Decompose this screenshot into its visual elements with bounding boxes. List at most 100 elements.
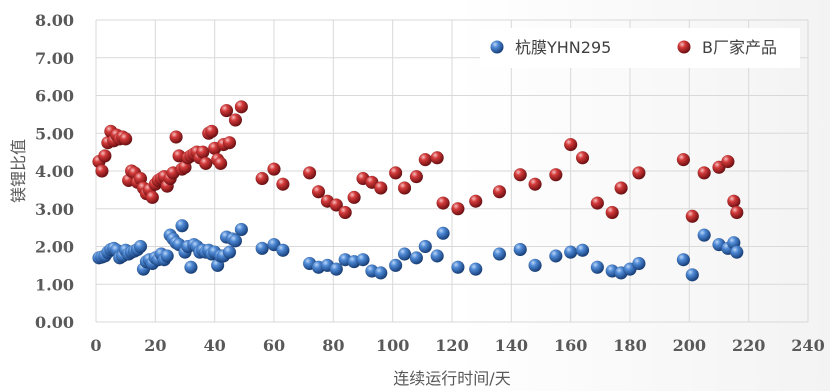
data-point-series-0 [676, 252, 691, 267]
legend-box [480, 28, 800, 68]
legend-label-series-0: 杭膜YHN295 [515, 38, 611, 57]
legend-label-series-1: B厂家产品 [702, 38, 777, 57]
data-point-series-0 [374, 266, 388, 280]
y-tick-label: 3.00 [35, 200, 74, 219]
data-point-series-1 [267, 162, 281, 176]
x-tick-label: 240 [791, 336, 824, 355]
data-point-series-0 [697, 228, 711, 242]
x-tick-label: 40 [204, 336, 226, 355]
y-tick-label: 0.00 [35, 313, 74, 332]
data-point-series-1 [397, 181, 412, 195]
data-point-series-0 [685, 268, 700, 282]
data-point-series-0 [528, 258, 542, 273]
data-point-series-1 [199, 156, 213, 171]
data-point-series-0 [397, 247, 412, 261]
data-point-series-1 [632, 166, 646, 180]
data-point-series-1 [255, 171, 269, 186]
data-point-series-0 [175, 218, 189, 233]
data-point-series-0 [590, 260, 605, 275]
y-tick-label: 4.00 [35, 162, 74, 181]
data-point-series-1 [528, 177, 542, 191]
data-point-series-0 [513, 242, 527, 257]
data-point-series-0 [730, 245, 744, 259]
data-point-series-0 [563, 245, 578, 259]
data-point-series-0 [575, 243, 590, 258]
data-point-series-1 [213, 156, 228, 171]
x-tick-label: 200 [673, 336, 706, 355]
data-point-series-1 [222, 135, 237, 150]
data-point-series-1 [329, 198, 344, 212]
data-point-series-1 [196, 145, 210, 159]
axes: 0.00 1.00 2.00 3.00 4.00 5.00 6.00 7.00 8.00 0 20 4… [9, 11, 825, 388]
data-point-series-1 [145, 190, 160, 205]
data-point-series-0 [492, 247, 507, 261]
data-point-series-0 [228, 234, 243, 248]
x-tick-label: 60 [263, 336, 285, 355]
x-axis-title: 连续运行时间/天 [393, 369, 510, 388]
data-point-series-1 [436, 196, 450, 210]
data-point-series-0 [430, 249, 444, 263]
x-tick-label: 220 [732, 336, 765, 355]
data-point-series-0 [549, 249, 563, 263]
data-point-series-1 [276, 177, 290, 191]
y-tick-label: 6.00 [35, 87, 74, 106]
data-point-series-1 [204, 124, 219, 139]
data-point-series-1 [605, 205, 619, 220]
data-point-series-1 [118, 132, 133, 146]
data-point-series-1 [685, 209, 700, 224]
data-point-series-1 [730, 205, 744, 220]
legend: 杭膜YHN295 B厂家产品 [480, 28, 800, 68]
data-point-series-1 [575, 151, 590, 165]
data-point-series-1 [347, 190, 361, 205]
data-point-series-1 [590, 196, 605, 210]
y-tick-label: 5.00 [35, 124, 74, 143]
data-point-series-0 [133, 239, 148, 254]
data-point-series-0 [160, 249, 174, 263]
x-tick-label: 100 [376, 336, 409, 355]
data-point-series-1 [219, 103, 234, 118]
data-point-series-0 [468, 262, 483, 276]
data-point-series-1 [234, 100, 249, 114]
data-point-series-0 [451, 260, 465, 275]
data-point-series-1 [95, 164, 109, 178]
data-point-series-0 [436, 226, 450, 241]
data-point-series-0 [388, 258, 403, 273]
data-point-series-1 [727, 194, 741, 208]
data-point-series-0 [632, 256, 646, 271]
x-tick-label: 120 [435, 336, 468, 355]
data-point-series-1 [228, 113, 243, 127]
y-tick-label: 2.00 [35, 238, 74, 257]
data-point-series-1 [697, 166, 711, 180]
data-point-series-1 [338, 205, 352, 220]
data-point-series-0 [234, 222, 249, 237]
y-tick-label: 8.00 [35, 11, 74, 30]
data-point-series-1 [451, 202, 465, 216]
legend-marker-series-0 [490, 40, 504, 54]
legend-marker-series-1 [677, 40, 691, 54]
data-point-series-1 [676, 152, 691, 167]
x-tick-label: 20 [144, 336, 166, 355]
data-point-series-0 [184, 260, 198, 275]
data-point-series-1 [418, 152, 433, 167]
x-tick-label: 160 [554, 336, 587, 355]
data-point-series-0 [276, 243, 290, 258]
x-tick-label: 180 [613, 336, 646, 355]
data-point-series-1 [98, 149, 112, 163]
x-tick-label: 140 [495, 336, 528, 355]
data-point-series-1 [409, 169, 424, 184]
data-point-series-1 [492, 185, 507, 199]
data-point-series-1 [721, 154, 735, 169]
data-point-series-1 [468, 194, 483, 208]
data-point-series-1 [311, 185, 326, 199]
data-point-series-0 [255, 241, 269, 256]
data-point-series-1 [614, 181, 628, 195]
data-point-series-1 [549, 168, 563, 182]
data-point-series-1 [430, 151, 444, 165]
data-points [92, 100, 744, 282]
data-point-series-0 [418, 239, 433, 254]
y-tick-label: 1.00 [35, 275, 74, 294]
data-point-series-1 [563, 137, 578, 152]
data-point-series-1 [169, 130, 183, 144]
